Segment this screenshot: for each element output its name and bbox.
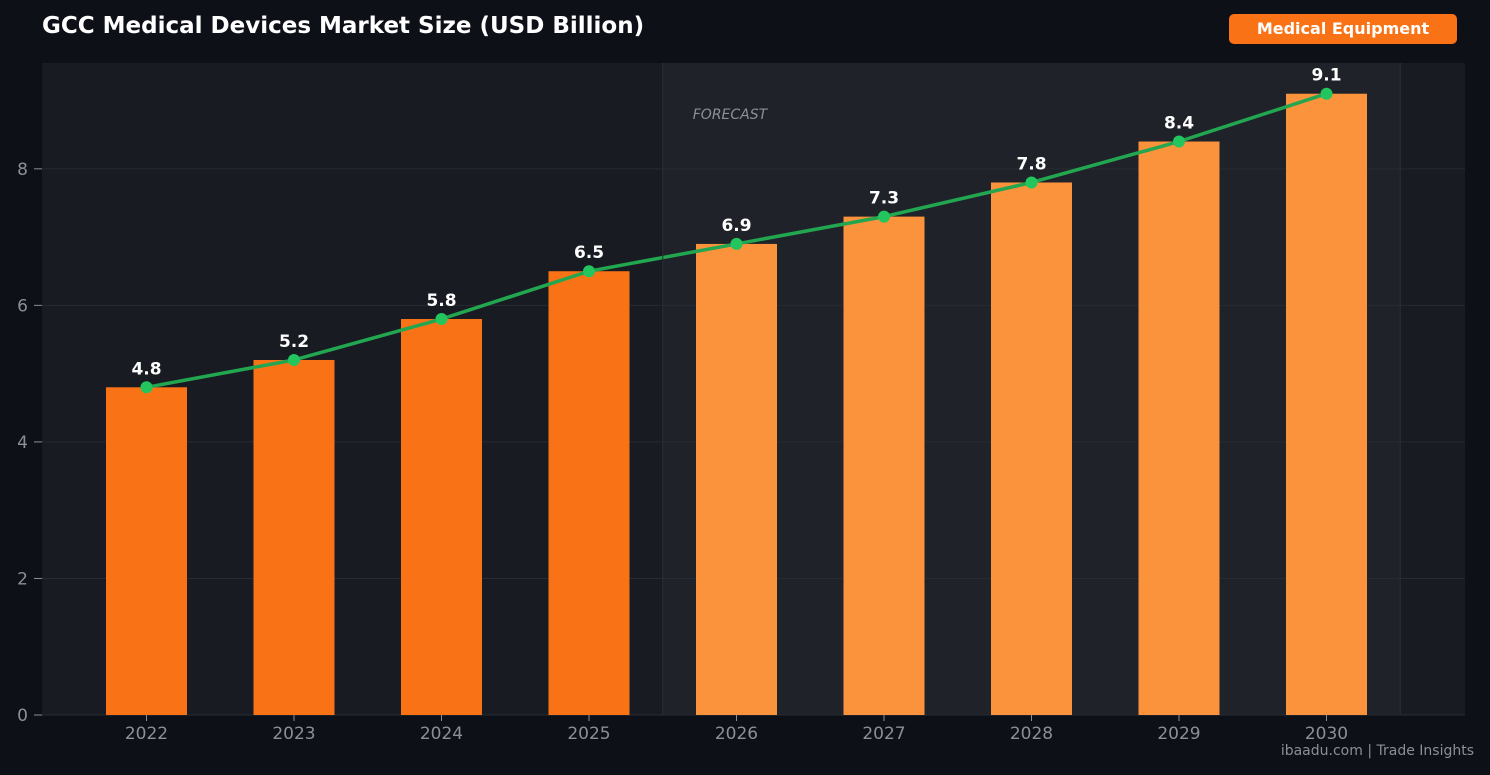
x-tick-label-2025: 2025 [567, 724, 610, 744]
chart-title: GCC Medical Devices Market Size (USD Bil… [42, 13, 645, 39]
x-tick-label-2030: 2030 [1305, 724, 1348, 744]
y-tick-label: 0 [17, 706, 28, 726]
trend-marker-2030 [1320, 87, 1333, 100]
bar-2022 [106, 387, 187, 715]
category-badge: Medical Equipment [1229, 14, 1457, 44]
bar-2027 [843, 216, 925, 716]
bar-2023 [253, 359, 335, 715]
trend-marker-2024 [435, 313, 448, 326]
y-tick-label: 6 [17, 296, 28, 316]
y-tick-label: 4 [17, 433, 28, 453]
trend-marker-2023 [288, 353, 300, 366]
x-tick-label-2026: 2026 [715, 724, 758, 744]
data-label-2030: 9.1 [1311, 66, 1341, 86]
y-tick-label: 8 [17, 160, 28, 180]
bar-2026 [696, 243, 777, 716]
trend-marker-2029 [1173, 135, 1185, 148]
trend-marker-2025 [583, 265, 595, 278]
trend-line-group [140, 87, 1333, 394]
y-tick-label: 2 [17, 569, 28, 589]
x-tick-label-2029: 2029 [1157, 724, 1200, 744]
data-label-2027: 7.3 [869, 189, 899, 209]
trend-marker-2022 [140, 381, 153, 394]
x-tick-label-2022: 2022 [125, 724, 168, 744]
x-tick-label-2027: 2027 [862, 724, 905, 744]
x-tick-label-2028: 2028 [1010, 724, 1053, 744]
data-label-2028: 7.8 [1016, 154, 1046, 174]
trend-marker-2027 [878, 210, 890, 223]
data-labels: 4.8 5.2 5.8 6.5 6.9 7.3 7.8 8.4 9.1 [131, 66, 1341, 380]
forecast-annotation: FORECAST [693, 107, 769, 123]
bar-2030 [1286, 93, 1367, 715]
data-label-2025: 6.5 [574, 243, 604, 263]
x-axis: 2022 2023 2024 2025 2026 2027 2028 2029 2030 [125, 715, 1348, 744]
data-label-2022: 4.8 [131, 359, 161, 379]
x-tick-label-2023: 2023 [272, 724, 315, 744]
data-label-2023: 5.2 [279, 332, 309, 352]
y-axis: 0 2 4 6 8 [17, 160, 42, 726]
trend-marker-2028 [1025, 176, 1038, 189]
bars [106, 93, 1367, 716]
bar-2029 [1138, 141, 1220, 716]
source-watermark: ibaadu.com | Trade Insights [1280, 743, 1474, 759]
data-label-2024: 5.8 [426, 291, 456, 311]
x-tick-label-2024: 2024 [420, 724, 463, 744]
bar-2025 [548, 271, 630, 715]
trend-marker-2026 [730, 237, 743, 250]
data-label-2029: 8.4 [1164, 114, 1194, 134]
bar-2028 [991, 182, 1072, 715]
data-label-2026: 6.9 [721, 216, 751, 236]
bar-2024 [401, 319, 482, 715]
